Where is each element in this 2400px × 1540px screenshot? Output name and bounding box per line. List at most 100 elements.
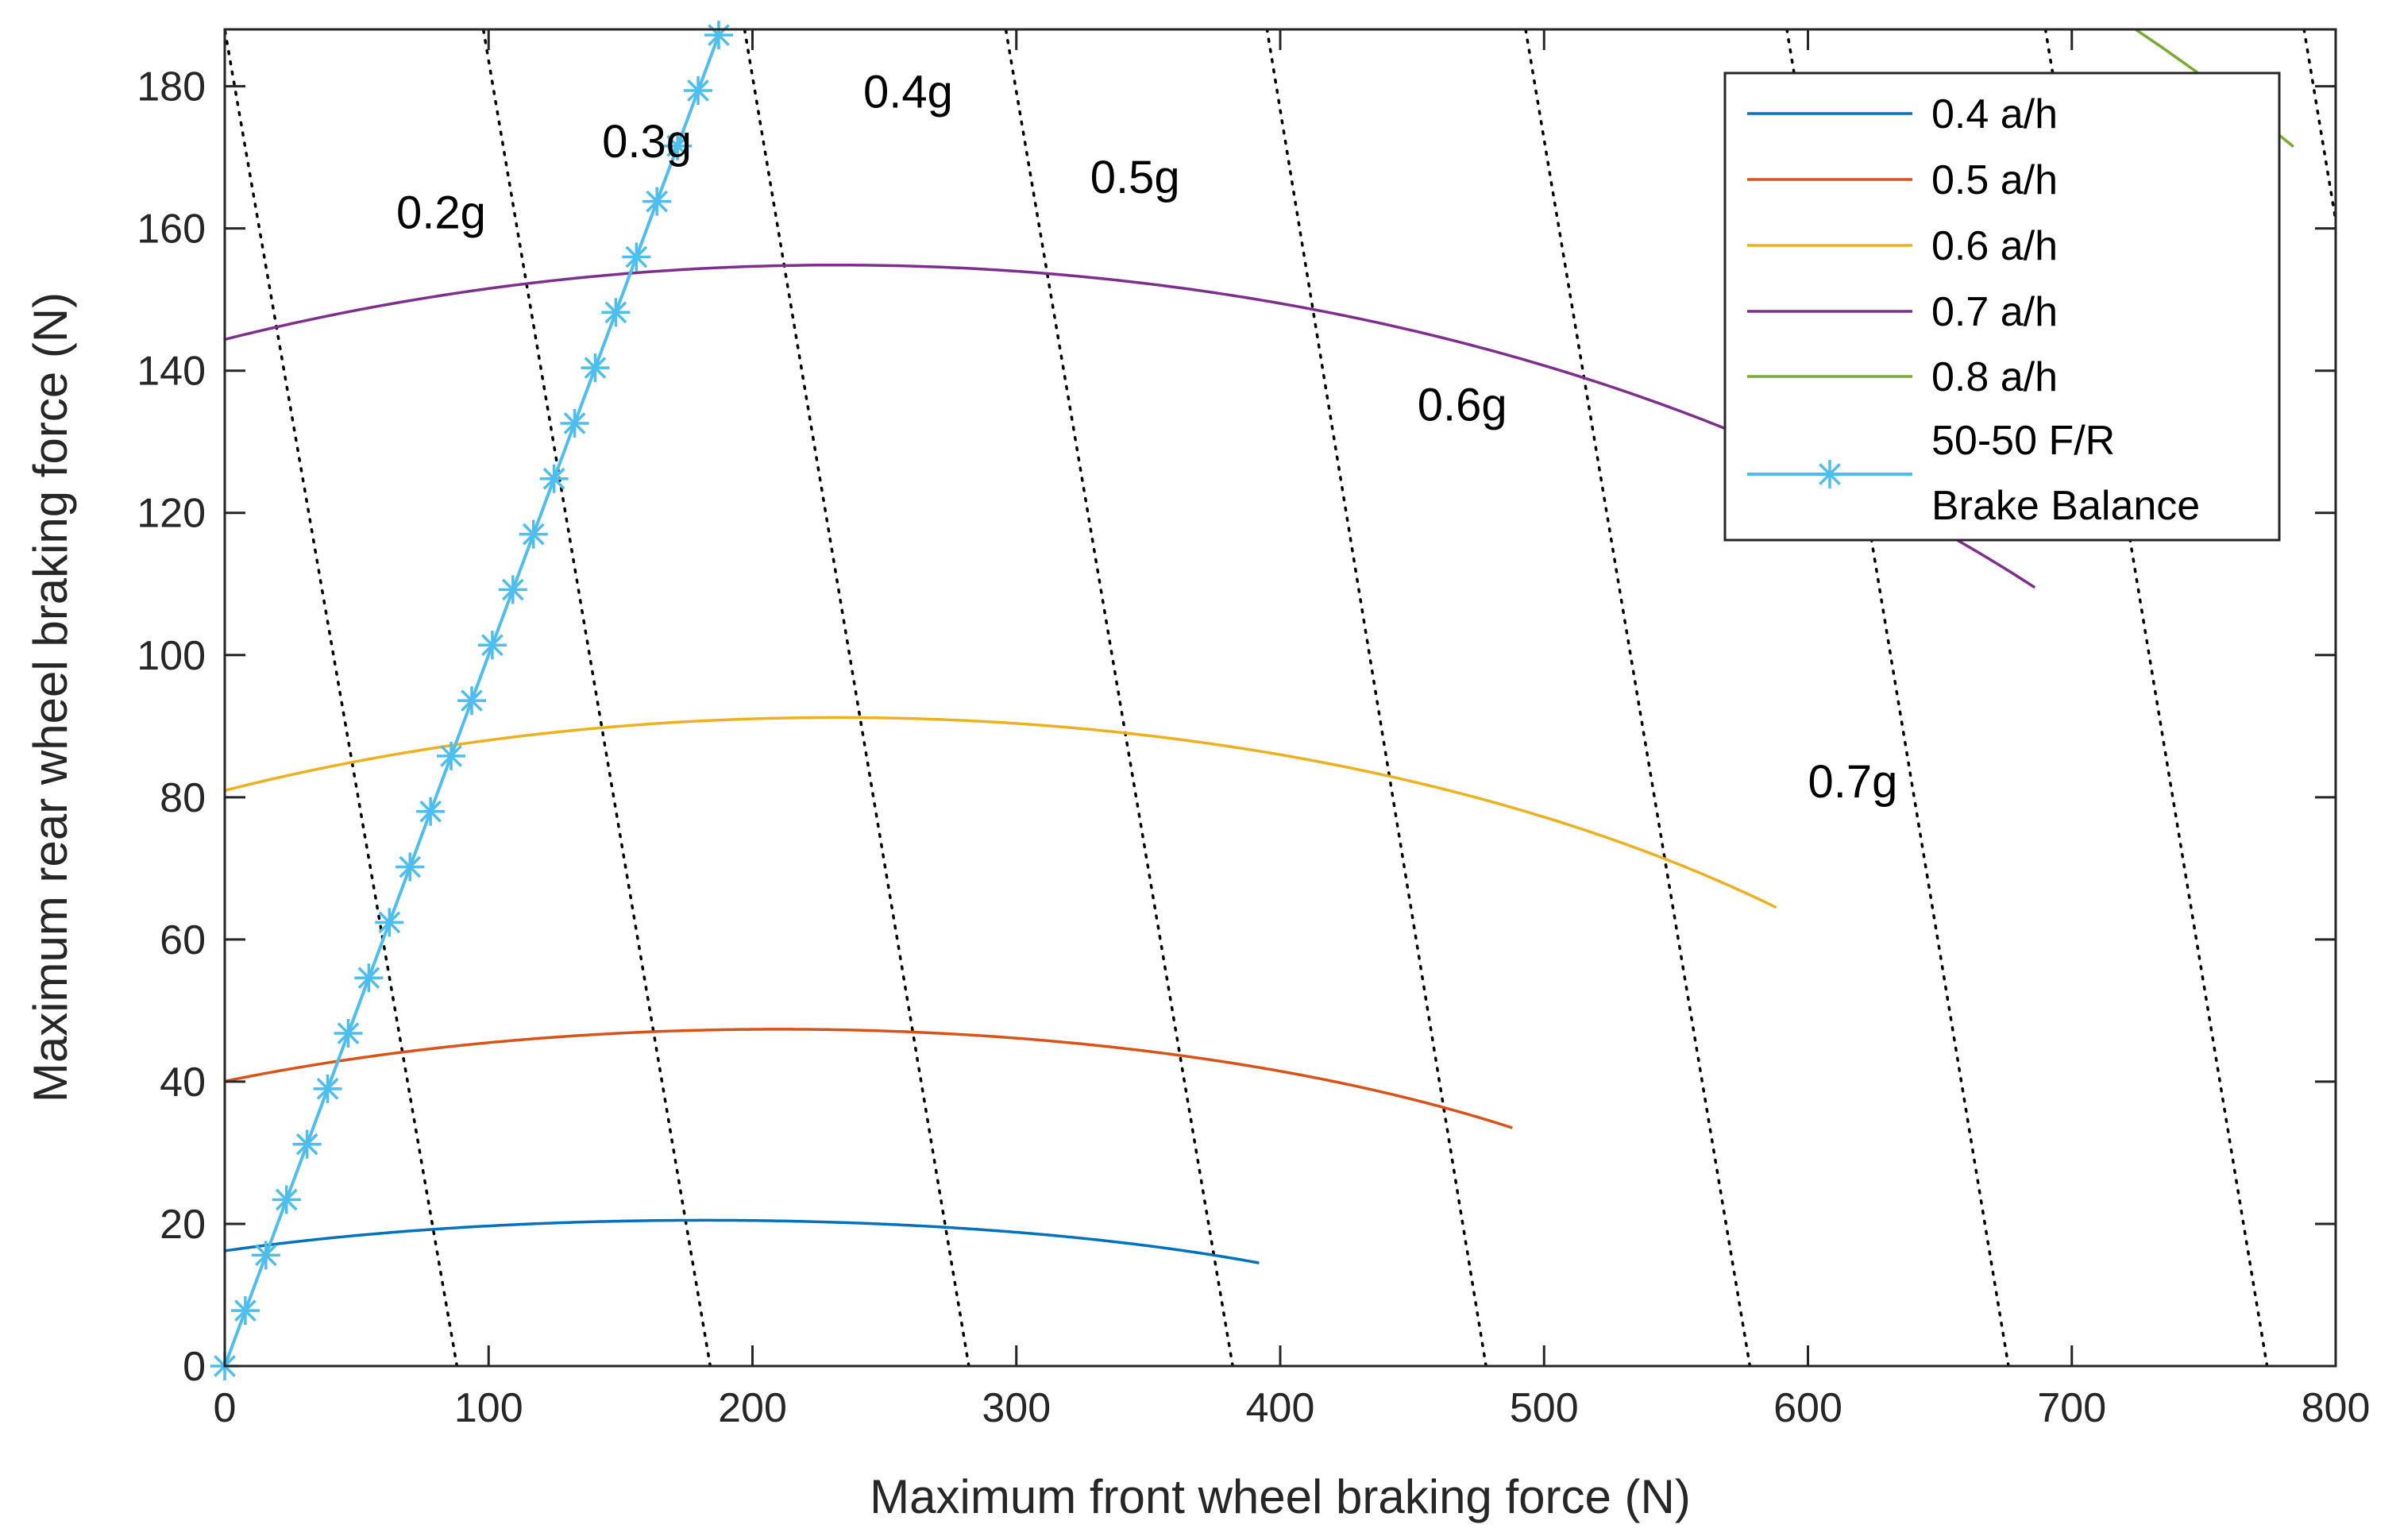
iso-deceleration-line-2 xyxy=(225,29,459,1366)
x-tick-label-5: 400 xyxy=(1246,1385,1315,1431)
brake-balance-point-24-shape xyxy=(684,75,713,105)
brake-balance-point-6 xyxy=(313,1074,342,1103)
y-tick-label-7: 120 xyxy=(137,491,206,537)
brake-balance-point-25 xyxy=(704,21,733,50)
annotation-label-2: 0.3g xyxy=(602,116,692,168)
brake-balance-point-19-shape xyxy=(581,353,610,383)
brake-balance-point-22-shape xyxy=(642,187,672,216)
legend-items: 0.4 a/h 0.5 a/h 0.6 a/h 0.7 a/h 0.8 a/h 50-50… xyxy=(1747,91,2200,529)
tick-group xyxy=(223,29,2337,1368)
annotation-label-5: 0.6g xyxy=(1418,379,1507,430)
y-tick-label-6: 100 xyxy=(137,633,206,679)
brake-balance-point-14-shape xyxy=(477,631,507,660)
annotation-label-6: 0.7g xyxy=(1808,756,1898,808)
x-tick-label-3: 200 xyxy=(718,1385,787,1431)
brake-balance-point-21-shape xyxy=(622,242,651,272)
x-tick-label-2: 100 xyxy=(454,1385,523,1431)
brake-balance-point-23 xyxy=(663,131,693,160)
brake-balance-point-10-shape xyxy=(395,852,425,882)
brake-balance-point-8 xyxy=(354,963,384,993)
brake-balance-point-11-shape xyxy=(416,797,446,826)
legend-item-5: 0.8 a/h xyxy=(1747,354,2058,400)
legend-label-1: 0.4 a/h xyxy=(1931,91,2058,137)
y-tick-label-5: 80 xyxy=(160,775,206,821)
x-tick-label-8: 700 xyxy=(2037,1385,2106,1431)
brake-balance-point-3-shape xyxy=(251,1241,280,1270)
brake-balance-point-16 xyxy=(519,519,548,549)
brake-balance-point-14 xyxy=(477,631,507,660)
brake-balance-point-4 xyxy=(272,1185,301,1214)
brake-balance-point-10 xyxy=(395,852,425,882)
brake-balance-point-23-shape xyxy=(663,131,693,160)
brake-balance-point-8-shape xyxy=(354,963,384,993)
brake-balance-point-15-shape xyxy=(498,575,527,604)
y-tick-labels: 0 20 40 60 80 100 120 140 160 180 xyxy=(137,64,206,1390)
legend-item-3: 0.6 a/h xyxy=(1747,223,2058,269)
legend-item-4: 0.7 a/h xyxy=(1747,289,2058,335)
series-line-3 xyxy=(225,716,1777,909)
legend-marker-6-shape xyxy=(1815,460,1844,488)
brake-balance-point-13 xyxy=(457,686,486,716)
y-tick-label-10: 180 xyxy=(137,64,206,110)
brake-balance-point-17 xyxy=(539,464,569,493)
brake-balance-point-18 xyxy=(560,408,589,438)
legend-label-6: 50-50 F/R Brake Balance xyxy=(1931,418,2200,529)
legend-label-3: 0.6 a/h xyxy=(1931,223,2058,269)
series-line-2 xyxy=(225,1028,1513,1129)
legend-label-6-line-1: 50-50 F/R xyxy=(1931,418,2115,464)
brake-balance-point-16-shape xyxy=(519,519,548,549)
legend-label-4: 0.7 a/h xyxy=(1931,289,2058,335)
brake-balance-point-2-shape xyxy=(230,1296,260,1326)
y-axis-title: Maximum rear wheel braking force (N) xyxy=(24,292,77,1102)
brake-balance-point-24 xyxy=(684,75,713,105)
y-tick-label-8: 140 xyxy=(137,349,206,395)
y-tick-label-2: 20 xyxy=(160,1202,206,1248)
brake-balance-point-11 xyxy=(416,797,446,826)
y-tick-label-4: 60 xyxy=(160,917,206,963)
brake-balance-point-6-shape xyxy=(313,1074,342,1103)
brake-balance-point-7-shape xyxy=(334,1019,363,1048)
brake-balance-point-9 xyxy=(375,908,404,937)
annotation-label-1: 0.2g xyxy=(396,187,486,239)
brake-balance-point-21 xyxy=(622,242,651,272)
y-tick-label-3: 40 xyxy=(160,1059,206,1106)
brake-balance-point-5-shape xyxy=(292,1129,322,1159)
legend: 0.4 a/h 0.5 a/h 0.6 a/h 0.7 a/h 0.8 a/h 50-50… xyxy=(1723,71,2281,542)
brake-balance-point-20-shape xyxy=(601,298,631,327)
brake-balance-point-9-shape xyxy=(375,908,404,937)
y-tick-label-1: 0 xyxy=(183,1344,206,1390)
x-axis-title: Maximum front wheel braking force (N) xyxy=(870,1470,1691,1523)
brake-balance-point-22 xyxy=(642,187,672,216)
brake-balance-point-2 xyxy=(230,1296,260,1326)
brake-balance-point-20 xyxy=(601,298,631,327)
annotation-label-4: 0.5g xyxy=(1090,152,1180,203)
legend-marker-6 xyxy=(1815,460,1844,488)
x-tick-label-9: 800 xyxy=(2302,1385,2371,1431)
x-tick-label-4: 300 xyxy=(982,1385,1051,1431)
iso-deceleration-line-4 xyxy=(743,29,970,1366)
legend-label-2: 0.5 a/h xyxy=(1931,157,2058,203)
annotation-label-3: 0.4g xyxy=(863,66,953,118)
legend-label-6-line-2: Brake Balance xyxy=(1931,483,2200,529)
iso-deceleration-line-6 xyxy=(1265,29,1487,1366)
x-tick-label-6: 500 xyxy=(1510,1385,1579,1431)
x-tick-label-1: 0 xyxy=(214,1385,237,1431)
iso-deceleration-line-5 xyxy=(1004,29,1234,1366)
legend-item-1: 0.4 a/h xyxy=(1747,91,2058,137)
legend-box xyxy=(1723,71,2281,542)
brake-balance-point-5 xyxy=(292,1129,322,1159)
brake-balance-point-19 xyxy=(581,353,610,383)
brake-balance-point-7 xyxy=(334,1019,363,1048)
legend-item-6: 50-50 F/R Brake Balance xyxy=(1747,418,2200,529)
y-tick-label-9: 160 xyxy=(137,206,206,253)
brake-balance-point-13-shape xyxy=(457,686,486,716)
iso-deceleration-line-7 xyxy=(1524,29,1752,1366)
brake-balance-point-15 xyxy=(498,575,527,604)
legend-item-2: 0.5 a/h xyxy=(1747,157,2058,203)
brake-balance-point-25-shape xyxy=(704,21,733,50)
brake-balance-point-18-shape xyxy=(560,408,589,438)
series-line-1 xyxy=(225,1218,1260,1264)
brake-balance-point-12 xyxy=(437,741,466,770)
legend-label-5: 0.8 a/h xyxy=(1931,354,2058,400)
